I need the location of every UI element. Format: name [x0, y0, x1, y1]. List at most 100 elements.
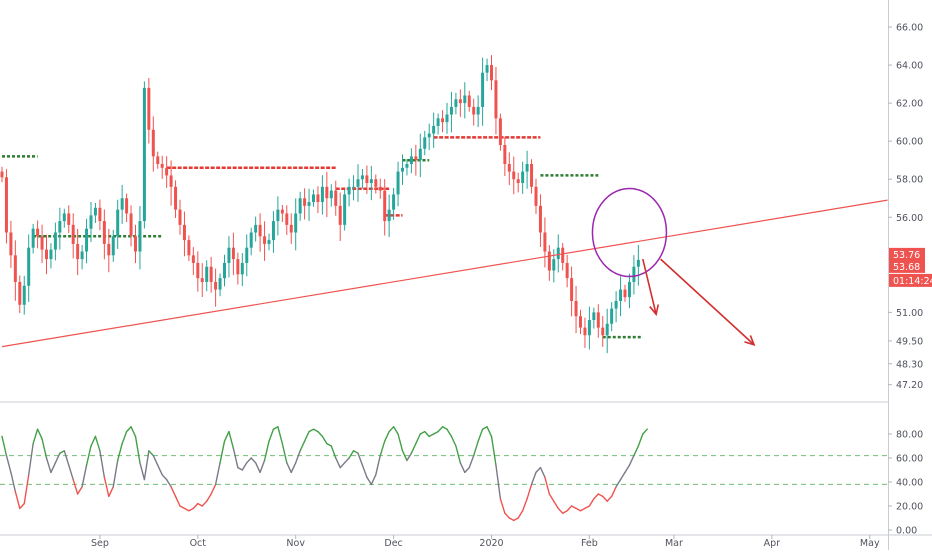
candle-body — [503, 144, 507, 164]
candle — [503, 136, 507, 176]
candle-body — [312, 194, 315, 203]
candle-body — [374, 179, 378, 187]
arrow-head — [649, 304, 660, 317]
osc-line-segment — [219, 440, 226, 464]
candle-body — [383, 190, 387, 222]
osc-line-segment — [459, 462, 466, 474]
candle — [627, 273, 631, 309]
osc-line-segment — [299, 440, 306, 452]
candle-body — [27, 247, 31, 286]
candle — [423, 130, 427, 156]
time-tick-label: 2020 — [479, 538, 503, 549]
price-badge: 53.76 — [889, 247, 925, 261]
candle-body — [125, 198, 129, 214]
candle-body — [636, 259, 640, 267]
candle-body — [187, 240, 191, 256]
candle — [142, 81, 146, 229]
osc-line-segment — [183, 507, 190, 512]
osc-line-segment — [250, 457, 257, 464]
candle — [218, 273, 222, 297]
candle — [543, 217, 547, 268]
osc-line-segment — [490, 435, 497, 466]
osc-line-segment — [94, 435, 101, 452]
osc-line-segment — [575, 507, 582, 512]
candle — [165, 156, 169, 188]
candle-body — [498, 118, 502, 145]
osc-tick-label: 0.00 — [896, 526, 917, 537]
candle-body — [494, 80, 498, 119]
osc-line-segment — [210, 483, 217, 495]
osc-line-segment — [428, 433, 435, 438]
candle — [107, 228, 111, 273]
price-tick-label: 56.00 — [896, 213, 923, 224]
osc-line-segment — [165, 478, 172, 488]
candle — [227, 236, 231, 278]
candle-body — [31, 228, 35, 248]
candle-body — [214, 281, 218, 290]
osc-line-segment — [610, 486, 617, 498]
candle-body — [534, 186, 538, 206]
candle — [579, 309, 582, 335]
candle-body — [107, 243, 111, 256]
candle — [338, 192, 342, 242]
price-badge-label: 53.68 — [893, 262, 920, 273]
candle-body — [205, 266, 209, 282]
candle-body — [9, 232, 13, 256]
candle-body — [89, 215, 93, 229]
candle-body — [423, 137, 427, 149]
osc-line-segment — [214, 462, 221, 486]
candle-body — [570, 278, 574, 301]
candle-body — [134, 236, 137, 252]
candle-body — [427, 133, 431, 138]
candle-body — [76, 243, 80, 260]
candle — [325, 171, 329, 218]
candle — [507, 152, 511, 186]
candle-body — [614, 300, 618, 309]
osc-line-segment — [290, 462, 297, 474]
candle — [432, 112, 436, 148]
candle-body — [565, 262, 569, 279]
arrow-annotation — [642, 258, 660, 317]
candle-body — [231, 247, 235, 260]
osc-line-segment — [303, 430, 310, 442]
price-tick-label: 51.00 — [896, 308, 923, 319]
candle — [472, 98, 476, 126]
candle-body — [13, 255, 17, 282]
candle-body — [138, 221, 142, 252]
candle-body — [294, 213, 298, 233]
candle — [552, 249, 556, 283]
time-tick-label: Sep — [91, 538, 109, 549]
candle-body — [596, 312, 600, 328]
candle-body — [632, 266, 636, 282]
osc-line-segment — [197, 502, 203, 507]
candle — [490, 55, 493, 91]
candle — [392, 187, 396, 220]
osc-line-segment — [508, 517, 515, 522]
candle-body — [160, 164, 164, 168]
candle — [27, 234, 31, 302]
candle — [619, 276, 623, 317]
candle — [592, 307, 596, 329]
osc-line-segment — [392, 426, 399, 435]
time-tick-label: Apr — [764, 538, 781, 549]
osc-line-segment — [32, 428, 39, 445]
osc-line-segment — [286, 462, 292, 474]
candle-body — [18, 281, 22, 305]
candle — [116, 199, 120, 250]
candle — [356, 164, 360, 202]
osc-line-segment — [72, 478, 79, 495]
candle-body — [561, 247, 565, 263]
osc-line-segment — [14, 490, 21, 510]
candle-body — [200, 278, 204, 282]
osc-line-segment — [593, 493, 599, 500]
candle — [214, 268, 218, 307]
candle — [58, 207, 62, 250]
candle-body — [334, 190, 338, 206]
candle-body — [387, 209, 391, 222]
osc-line-segment — [584, 505, 591, 510]
candle-body — [481, 72, 485, 107]
candle-body — [36, 228, 40, 237]
candle — [307, 188, 311, 222]
candle-body — [142, 87, 146, 222]
